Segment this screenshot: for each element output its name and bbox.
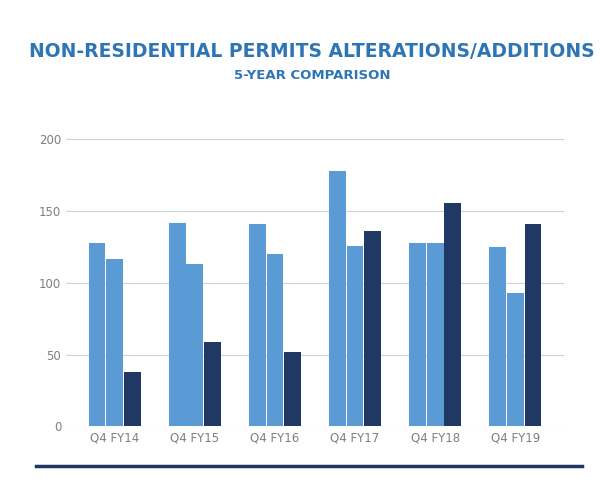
Bar — [489, 247, 506, 426]
Bar — [187, 264, 203, 426]
Text: 5-YEAR COMPARISON: 5-YEAR COMPARISON — [234, 70, 390, 82]
Bar — [524, 224, 541, 426]
Bar — [329, 171, 346, 426]
Bar — [169, 222, 185, 426]
Bar — [364, 231, 381, 426]
Bar — [445, 202, 461, 426]
Bar — [106, 259, 123, 426]
Bar — [427, 243, 443, 426]
Text: NON-RESIDENTIAL PERMITS ALTERATIONS/ADDITIONS: NON-RESIDENTIAL PERMITS ALTERATIONS/ADDI… — [29, 42, 595, 61]
Bar — [249, 224, 266, 426]
Bar — [347, 245, 364, 426]
Bar — [284, 352, 301, 426]
Bar — [507, 293, 524, 426]
Bar — [89, 243, 106, 426]
Bar — [204, 342, 221, 426]
Bar — [124, 372, 141, 426]
Bar — [266, 254, 283, 426]
Bar — [409, 243, 426, 426]
